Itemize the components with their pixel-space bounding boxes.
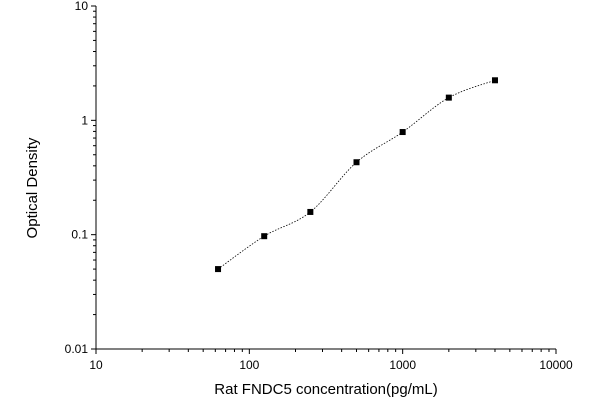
tick-marks	[91, 5, 557, 354]
x-axis-title: Rat FNDC5 concentration(pg/mL)	[214, 381, 437, 398]
tick-labels: 10 100 1000 10000 0.01 0.1 1 10	[65, 0, 573, 372]
fit-curve	[217, 79, 496, 270]
data-point	[445, 94, 452, 101]
y-tick-label: 1	[81, 113, 88, 127]
y-tick-label: 10	[75, 0, 89, 13]
data-point	[261, 233, 268, 240]
data-point	[399, 129, 406, 136]
y-tick-label: 0.1	[71, 228, 88, 242]
x-tick-label: 10	[89, 358, 103, 372]
plot-frame	[95, 6, 556, 350]
data-point	[353, 159, 360, 166]
y-axis-title: Optical Density	[24, 137, 41, 238]
x-tick-label: 100	[239, 358, 259, 372]
x-tick-label: 10000	[539, 358, 573, 372]
data-point	[491, 77, 498, 84]
y-tick-label: 0.01	[65, 342, 89, 356]
data-point	[215, 266, 222, 273]
data-point	[307, 208, 314, 215]
x-tick-label: 1000	[389, 358, 416, 372]
data-points	[215, 77, 498, 273]
